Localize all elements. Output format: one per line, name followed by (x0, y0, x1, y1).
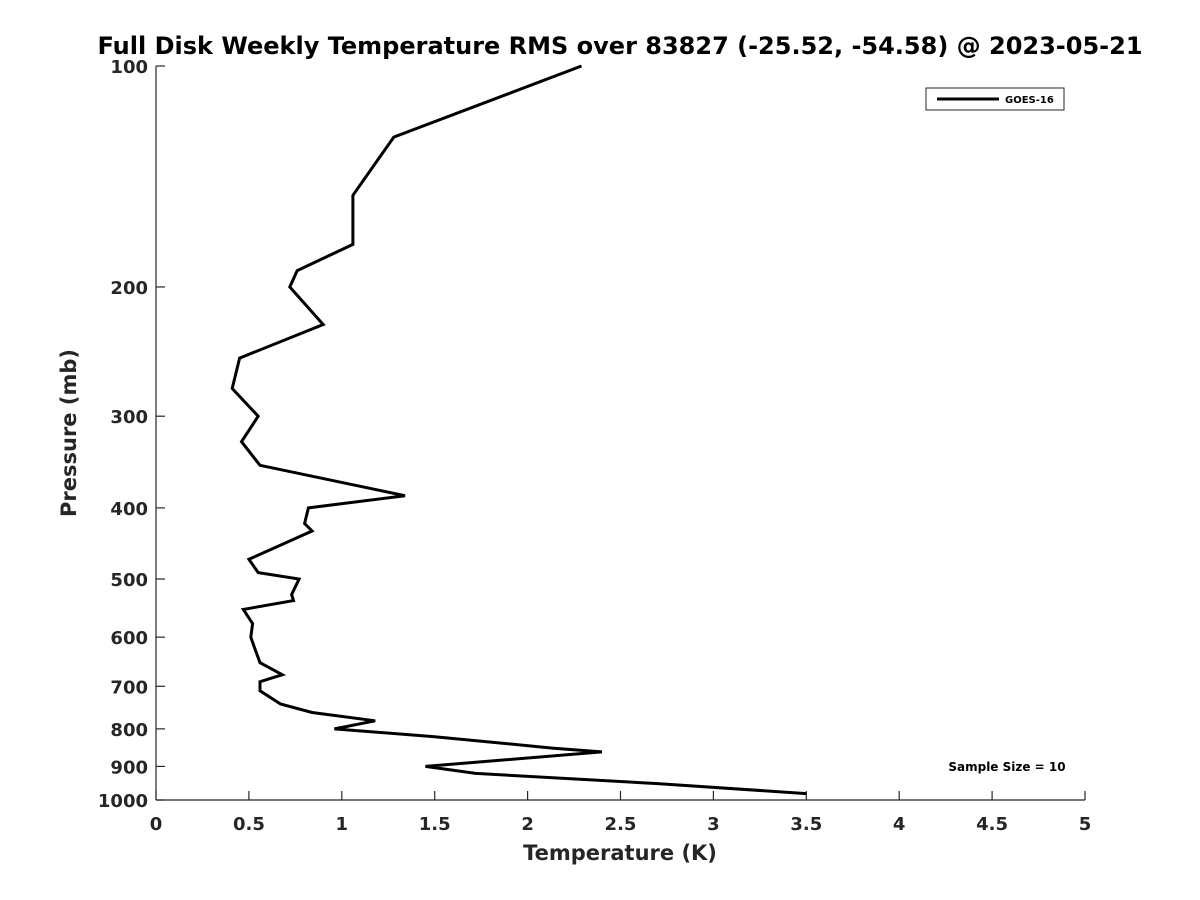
series-group (230, 64, 807, 796)
legend-label: GOES-16 (1005, 95, 1054, 106)
y-tick-label: 200 (110, 278, 148, 299)
x-tick-label: 4.5 (976, 814, 1008, 835)
x-tick-label: 4 (893, 814, 906, 835)
y-tick-label: 500 (110, 570, 148, 591)
x-tick-label: 3 (707, 814, 720, 835)
x-tick-label: 2.5 (605, 814, 637, 835)
axes (155, 66, 1085, 801)
x-tick-label: 0.5 (233, 814, 265, 835)
legend: GOES-16 (925, 87, 1065, 111)
y-tick-label: 1000 (98, 791, 148, 812)
y-ticks: 100 200 300 400 500 600 700 800 900 1000 (98, 57, 165, 812)
y-tick-label: 100 (110, 57, 148, 78)
y-tick-label: 300 (110, 407, 148, 428)
y-tick-label: 400 (110, 499, 148, 520)
x-tick-label: 1.5 (419, 814, 451, 835)
y-tick-label: 600 (110, 628, 148, 649)
chart-title: Full Disk Weekly Temperature RMS over 83… (97, 32, 1142, 60)
x-tick-label: 0 (150, 814, 163, 835)
y-tick-label: 900 (110, 757, 148, 778)
y-tick-label: 700 (110, 677, 148, 698)
x-tick-label: 1 (336, 814, 349, 835)
series-line-goes-16 (230, 64, 807, 796)
x-tick-label: 5 (1079, 814, 1092, 835)
y-tick-label: 800 (110, 720, 148, 741)
x-tick-label: 3.5 (790, 814, 822, 835)
y-axis-label: Pressure (mb) (57, 349, 81, 517)
sample-size-annotation: Sample Size = 10 (948, 760, 1065, 774)
x-tick-label: 2 (521, 814, 534, 835)
x-ticks: 0 0.5 1 1.5 2 2.5 3 3.5 4 4.5 5 (150, 791, 1092, 835)
x-axis-label: Temperature (K) (523, 841, 717, 865)
